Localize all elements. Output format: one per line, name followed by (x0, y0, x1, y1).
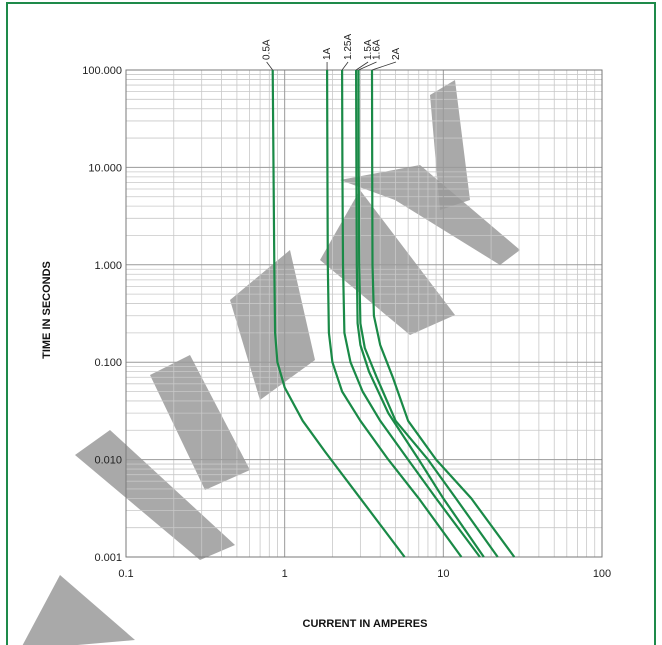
watermark-stroke (340, 165, 520, 265)
curve-label-0.5A: 0.5A (262, 39, 273, 60)
curve-leader (371, 61, 397, 71)
curve-1.6A (357, 69, 499, 558)
y-tick-label: 0.100 (94, 357, 122, 369)
y-tick-label: 0.010 (94, 455, 122, 467)
y-tick-label: 0.001 (94, 552, 122, 564)
plot-border (125, 69, 603, 558)
curve-leader (355, 61, 369, 71)
curve-0.5A (271, 69, 406, 558)
x-tick-label: 1 (282, 568, 288, 580)
curve-2A (370, 69, 516, 558)
curve-leader (266, 61, 273, 71)
curve-1.5A (355, 69, 485, 558)
watermark-stroke (150, 355, 250, 490)
curve-1A (326, 69, 463, 558)
curve-label-1.25A: 1.25A (343, 34, 354, 60)
curve-label-2A: 2A (391, 47, 402, 60)
curves (271, 69, 516, 558)
x-tick-label: 100 (593, 568, 611, 580)
grid-minor (126, 70, 602, 557)
x-axis-label: CURRENT IN AMPERES (303, 618, 428, 630)
x-tick-labels: 0.1 1 10 100 (118, 568, 611, 580)
plot-area-border (125, 69, 603, 558)
grid-major (125, 70, 602, 558)
curve-leader (358, 61, 377, 71)
curve-labels: 0.5A 1A 1.25A 1.5A1.6A 2A (262, 34, 402, 71)
y-tick-label: 100.000 (82, 65, 122, 77)
curve-leader (341, 61, 349, 71)
x-tick-label: 0.1 (118, 568, 133, 580)
watermark-stroke (320, 190, 455, 335)
watermark-stroke (22, 575, 135, 645)
curve-label-1.6A: 1.6A (372, 39, 383, 60)
y-tick-labels: 0.001 0.010 0.100 1.000 10.000 100.000 (82, 65, 122, 564)
curve-label-1.5A: 1.5A (363, 39, 374, 60)
y-axis-label: TIME IN SECONDS (41, 261, 53, 359)
x-tick-label: 10 (437, 568, 449, 580)
curve-label-1A: 1A (322, 47, 333, 60)
watermark-stroke (430, 80, 470, 210)
chart-frame (6, 2, 656, 645)
y-tick-label: 10.000 (88, 162, 122, 174)
curve-1.25A (341, 69, 481, 558)
y-tick-label: 1.000 (94, 260, 122, 272)
